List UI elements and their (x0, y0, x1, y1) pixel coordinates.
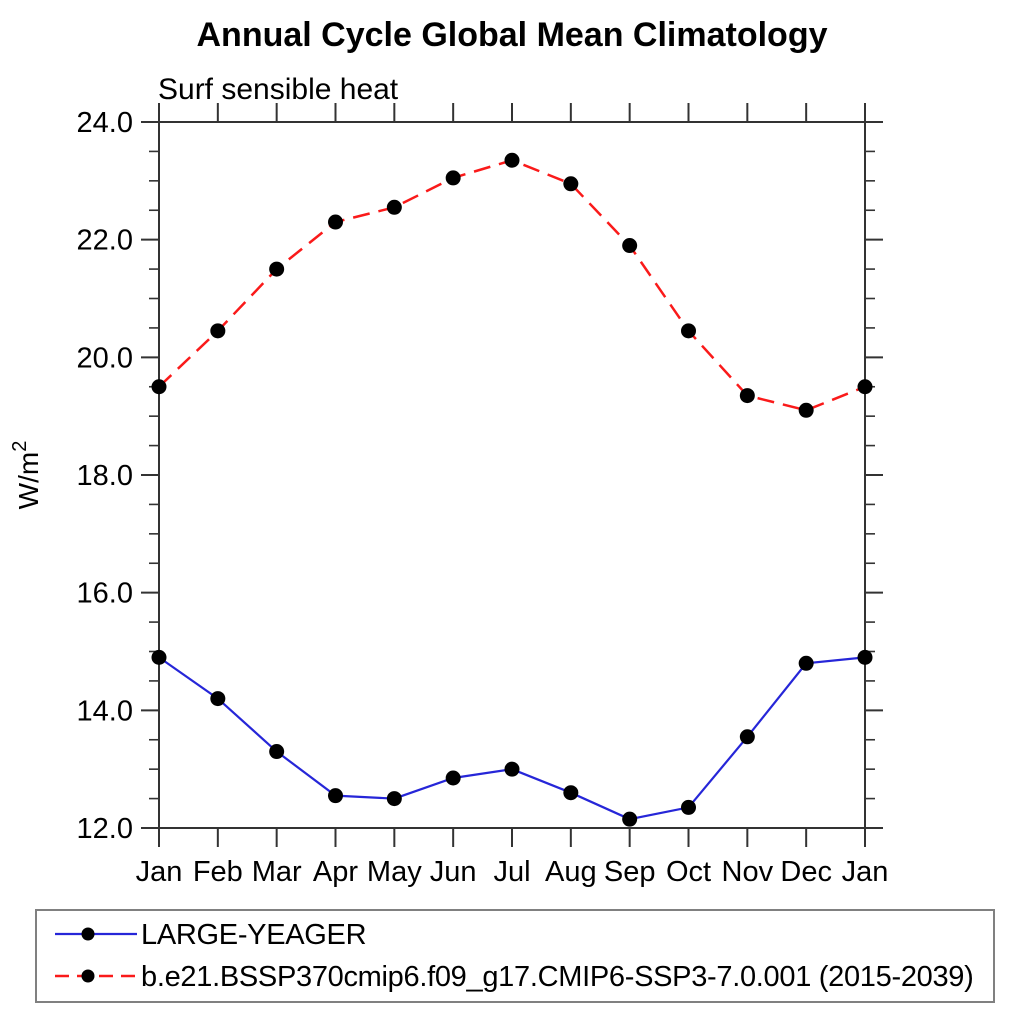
axis-ticks (141, 103, 883, 847)
y-tick-label: 22.0 (77, 225, 133, 257)
x-tick-label: Jun (430, 856, 477, 888)
series-marker-1 (563, 176, 579, 192)
x-tick-label: Jan (842, 856, 889, 888)
series-marker-0 (681, 799, 696, 815)
chart-subtitle: Surf sensible heat (158, 73, 399, 106)
y-tick-label: 14.0 (77, 695, 133, 727)
y-axis-unit: W/m (13, 452, 44, 510)
legend-label-large-yeager: LARGE-YEAGER (141, 919, 366, 951)
x-tick-label: Apr (313, 856, 358, 888)
series-marker-1 (386, 199, 402, 215)
series-marker-1 (328, 214, 343, 230)
series-marker-0 (739, 729, 755, 745)
legend-line-samples (55, 927, 137, 983)
series-marker-1 (681, 323, 696, 339)
y-tick-label: 20.0 (77, 342, 133, 374)
y-axis-unit-exponent: 2 (9, 441, 31, 452)
series-marker-0 (857, 649, 873, 665)
series-line-1 (158, 158, 866, 412)
y-axis-tick-labels: 12.0 14.0 16.0 18.0 20.0 22.0 24.0 (77, 107, 133, 845)
series-marker-1 (269, 261, 285, 277)
x-tick-label: Dec (780, 856, 832, 888)
legend-sample-marker-1 (81, 969, 95, 983)
x-tick-label: Mar (252, 856, 302, 888)
x-tick-label: Feb (193, 856, 243, 888)
series-marker-1 (151, 379, 167, 395)
series-marker-0 (622, 811, 638, 827)
series-marker-1 (798, 402, 814, 418)
series-marker-0 (269, 744, 285, 760)
y-axis-title: W/m2 (9, 441, 44, 510)
x-tick-label: Sep (604, 856, 656, 888)
x-tick-label: Oct (666, 856, 711, 888)
series-marker-0 (386, 791, 402, 807)
x-axis-month-labels: Jan Feb Mar Apr May Jun Jul Aug Sep Oct Nov Dec Jan (136, 856, 889, 888)
chart-title: Annual Cycle Global Mean Climatology (197, 16, 828, 54)
series-marker-1 (622, 238, 638, 254)
y-tick-label: 18.0 (77, 460, 133, 492)
legend-sample-marker-0 (81, 927, 95, 941)
series-marker-1 (210, 323, 226, 339)
series-marker-0 (210, 691, 226, 707)
y-tick-label: 24.0 (77, 107, 133, 139)
x-tick-label: Nov (722, 856, 774, 888)
series-marker-1 (445, 170, 461, 186)
series-marker-1 (857, 379, 873, 395)
x-tick-label: Jul (493, 856, 530, 888)
series-marker-0 (328, 788, 343, 804)
series-marker-1 (504, 152, 520, 168)
x-tick-label: Aug (545, 856, 597, 888)
x-tick-label: May (367, 856, 422, 888)
y-tick-label: 16.0 (77, 578, 133, 610)
x-tick-label: Jan (136, 856, 183, 888)
series-marker-0 (151, 649, 167, 665)
legend: LARGE-YEAGER b.e21.BSSP370cmip6.f09_g17.… (35, 909, 995, 1003)
data-series (151, 152, 873, 827)
series-marker-1 (739, 388, 755, 404)
series-line-0 (158, 656, 866, 821)
series-marker-0 (798, 655, 814, 671)
series-marker-0 (563, 785, 579, 801)
series-marker-0 (445, 770, 461, 786)
y-tick-label: 12.0 (77, 813, 133, 845)
legend-label-cmip6-ssp3: b.e21.BSSP370cmip6.f09_g17.CMIP6-SSP3-7.… (141, 961, 974, 993)
series-marker-0 (504, 761, 520, 777)
legend-box (35, 909, 995, 1003)
